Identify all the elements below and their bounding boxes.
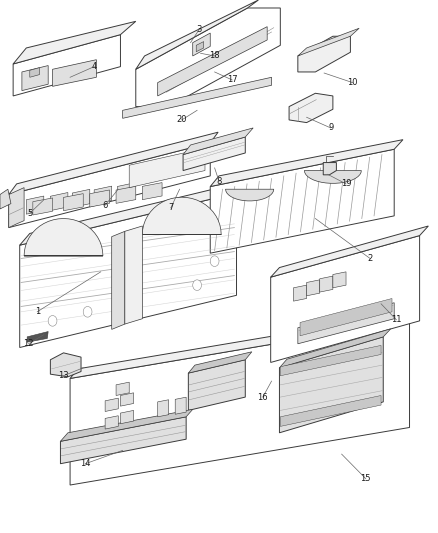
- Polygon shape: [20, 181, 246, 245]
- Polygon shape: [333, 272, 346, 288]
- Polygon shape: [0, 189, 11, 209]
- Text: 1: 1: [35, 308, 40, 316]
- Polygon shape: [279, 337, 383, 433]
- Polygon shape: [64, 193, 83, 211]
- Polygon shape: [27, 332, 48, 342]
- Text: 12: 12: [23, 340, 34, 348]
- Polygon shape: [289, 93, 333, 123]
- Polygon shape: [72, 189, 90, 207]
- Polygon shape: [280, 345, 381, 376]
- Polygon shape: [175, 397, 186, 414]
- Polygon shape: [298, 36, 350, 72]
- Polygon shape: [33, 198, 53, 215]
- Polygon shape: [9, 143, 210, 228]
- Polygon shape: [279, 329, 391, 368]
- Text: 9: 9: [328, 124, 333, 132]
- Circle shape: [210, 256, 219, 266]
- Polygon shape: [94, 186, 112, 204]
- Polygon shape: [53, 60, 96, 86]
- Polygon shape: [183, 137, 245, 171]
- Polygon shape: [90, 190, 110, 207]
- Text: 20: 20: [177, 116, 187, 124]
- Polygon shape: [188, 352, 252, 373]
- Text: 5: 5: [27, 209, 32, 217]
- Text: 17: 17: [227, 76, 237, 84]
- Polygon shape: [120, 410, 134, 424]
- Text: 7: 7: [168, 204, 173, 212]
- Text: 14: 14: [80, 459, 91, 468]
- Polygon shape: [142, 197, 221, 235]
- Text: 10: 10: [347, 78, 358, 87]
- Polygon shape: [105, 398, 118, 411]
- Polygon shape: [125, 226, 142, 324]
- Text: 18: 18: [209, 52, 220, 60]
- Text: 2: 2: [367, 254, 373, 263]
- Polygon shape: [60, 409, 193, 441]
- Polygon shape: [320, 276, 333, 292]
- Text: 16: 16: [258, 393, 268, 401]
- Polygon shape: [142, 183, 162, 200]
- Circle shape: [193, 280, 201, 290]
- Polygon shape: [210, 140, 403, 187]
- Polygon shape: [304, 171, 361, 183]
- Text: 15: 15: [360, 474, 371, 483]
- Polygon shape: [9, 188, 24, 228]
- Circle shape: [83, 306, 92, 317]
- Polygon shape: [70, 321, 410, 485]
- Text: 6: 6: [102, 201, 108, 209]
- Polygon shape: [158, 400, 169, 417]
- Polygon shape: [280, 395, 381, 426]
- Polygon shape: [30, 68, 39, 77]
- Polygon shape: [117, 183, 135, 201]
- Polygon shape: [300, 298, 392, 336]
- Polygon shape: [271, 236, 420, 362]
- Polygon shape: [116, 187, 136, 204]
- Polygon shape: [293, 285, 307, 301]
- Polygon shape: [70, 312, 417, 378]
- Polygon shape: [105, 416, 118, 429]
- Text: 13: 13: [58, 372, 69, 380]
- Polygon shape: [210, 149, 394, 253]
- Polygon shape: [307, 280, 320, 296]
- Polygon shape: [136, 8, 280, 107]
- Polygon shape: [129, 148, 205, 188]
- Polygon shape: [298, 28, 359, 56]
- Text: 4: 4: [92, 62, 97, 71]
- Polygon shape: [20, 193, 237, 348]
- Polygon shape: [13, 21, 136, 64]
- Polygon shape: [323, 163, 336, 175]
- Polygon shape: [120, 393, 134, 406]
- Text: 19: 19: [341, 180, 351, 188]
- Polygon shape: [9, 132, 218, 195]
- Polygon shape: [226, 189, 274, 201]
- Polygon shape: [158, 27, 267, 96]
- Circle shape: [48, 316, 57, 326]
- Text: 11: 11: [391, 316, 402, 324]
- Polygon shape: [136, 0, 258, 69]
- Polygon shape: [298, 303, 394, 344]
- Polygon shape: [24, 219, 103, 256]
- Text: 3: 3: [197, 25, 202, 34]
- Polygon shape: [60, 417, 186, 464]
- Polygon shape: [116, 382, 129, 395]
- Polygon shape: [50, 353, 81, 377]
- Polygon shape: [271, 226, 428, 277]
- Polygon shape: [13, 35, 120, 96]
- Polygon shape: [188, 360, 245, 410]
- Polygon shape: [112, 231, 125, 329]
- Polygon shape: [26, 196, 44, 214]
- Text: 8: 8: [216, 177, 222, 185]
- Polygon shape: [193, 33, 210, 56]
- Polygon shape: [183, 128, 253, 155]
- Polygon shape: [123, 77, 272, 118]
- Polygon shape: [196, 42, 204, 52]
- Polygon shape: [50, 192, 68, 211]
- Polygon shape: [22, 66, 48, 91]
